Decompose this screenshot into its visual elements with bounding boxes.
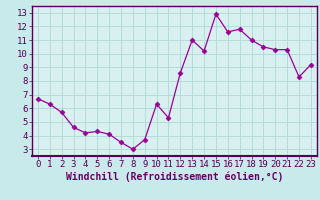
X-axis label: Windchill (Refroidissement éolien,°C): Windchill (Refroidissement éolien,°C): [66, 172, 283, 182]
